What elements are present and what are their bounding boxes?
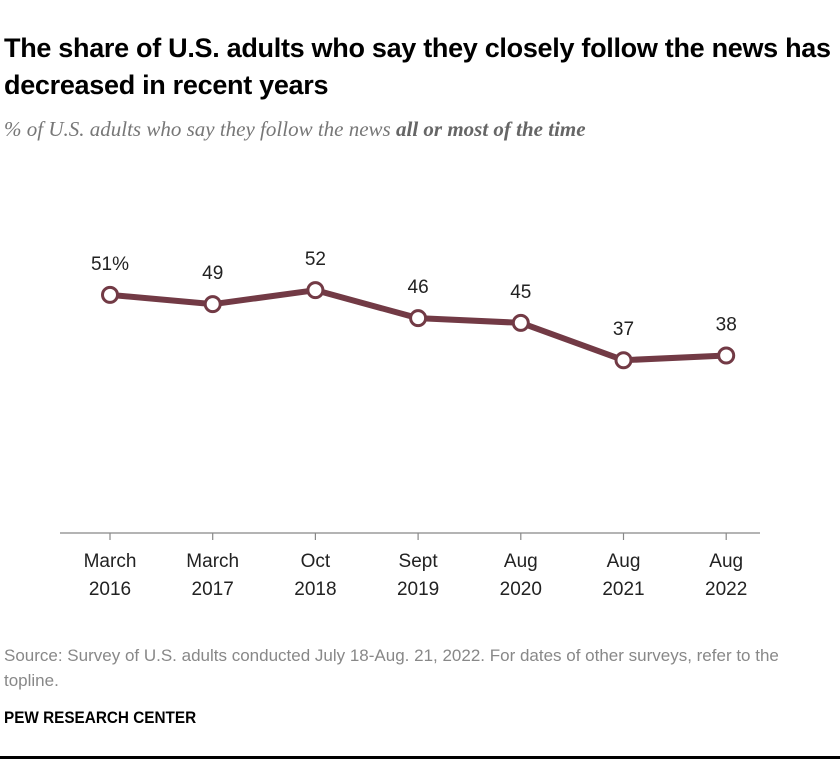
data-point bbox=[717, 346, 736, 365]
x-tick-label: 2016 bbox=[89, 579, 131, 600]
data-label: 45 bbox=[510, 282, 531, 303]
chart-title: The share of U.S. adults who say they cl… bbox=[4, 33, 831, 100]
data-point bbox=[203, 295, 222, 314]
x-tick-label: 2017 bbox=[192, 579, 234, 600]
x-tick-label: Oct bbox=[301, 551, 331, 572]
x-tick-label: March bbox=[186, 551, 239, 572]
data-label: 46 bbox=[408, 277, 429, 298]
data-label: 52 bbox=[305, 249, 326, 270]
x-tick-label: Sept bbox=[399, 551, 439, 572]
data-label: 51% bbox=[91, 254, 129, 275]
data-point bbox=[511, 313, 530, 332]
data-label: 49 bbox=[202, 263, 223, 284]
x-tick-label: 2019 bbox=[397, 579, 439, 600]
x-tick-label: 2021 bbox=[602, 579, 644, 600]
data-label: 38 bbox=[716, 315, 737, 336]
data-point bbox=[306, 281, 325, 300]
subtitle-text: % of U.S. adults who say they follow the… bbox=[4, 117, 396, 141]
x-tick-label: Aug bbox=[504, 551, 538, 572]
data-point bbox=[101, 285, 119, 304]
x-tick-label: March bbox=[84, 551, 137, 572]
x-tick-label: 2022 bbox=[705, 579, 747, 600]
brand-logo-text: PEW RESEARCH CENTER bbox=[4, 708, 197, 727]
x-tick-label: Aug bbox=[709, 551, 743, 572]
data-point bbox=[409, 309, 428, 328]
source-note: Source: Survey of U.S. adults conducted … bbox=[4, 646, 779, 690]
chart-subtitle: % of U.S. adults who say they follow the… bbox=[4, 117, 586, 142]
data-label: 37 bbox=[613, 319, 634, 340]
subtitle-emphasis: all or most of the time bbox=[395, 117, 586, 141]
x-tick-label: Aug bbox=[607, 551, 641, 572]
bottom-rule bbox=[0, 756, 840, 759]
x-tick-label: 2020 bbox=[500, 579, 542, 600]
data-point bbox=[614, 351, 633, 370]
x-tick-label: 2018 bbox=[294, 579, 336, 600]
line-chart: March 2016 March 2017 Oct 2018 Sept 2019 Aug 2020… bbox=[60, 249, 760, 600]
